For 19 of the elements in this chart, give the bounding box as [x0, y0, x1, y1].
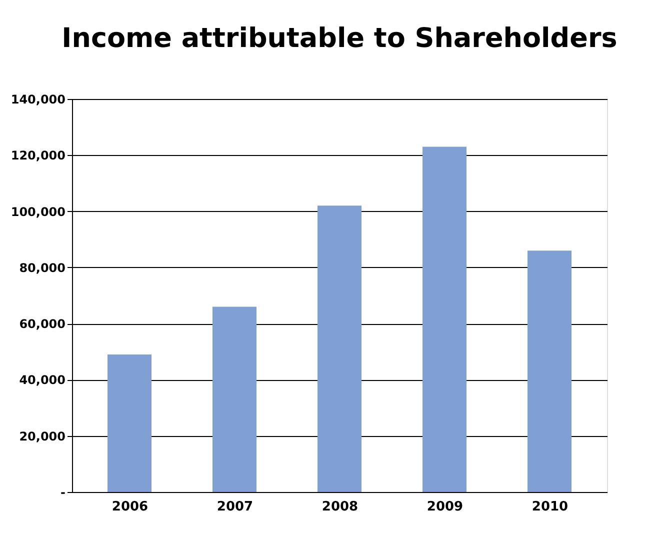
bar: [212, 306, 256, 492]
bar: [108, 354, 152, 492]
y-tick-label: 40,000: [19, 373, 66, 388]
bar: [318, 206, 362, 492]
x-tick-label: 2008: [322, 500, 358, 514]
y-tick-label: 100,000: [10, 204, 66, 219]
x-tick-label: 2007: [216, 500, 254, 514]
y-tick-label: 20,000: [19, 429, 66, 444]
chart-title: Income attributable to Shareholders: [62, 23, 618, 54]
x-tick-label: 2009: [426, 500, 464, 514]
y-tick-label: -: [60, 486, 66, 500]
y-tick-label: 60,000: [19, 317, 66, 332]
y-tick-label: 80,000: [19, 260, 66, 275]
bar: [422, 146, 466, 492]
y-tick-label: 140,000: [10, 92, 66, 106]
bar: [528, 250, 572, 492]
y-tick-label: 120,000: [10, 148, 66, 163]
x-tick-label: 2010: [532, 500, 568, 514]
x-tick-label: 2006: [112, 500, 148, 514]
